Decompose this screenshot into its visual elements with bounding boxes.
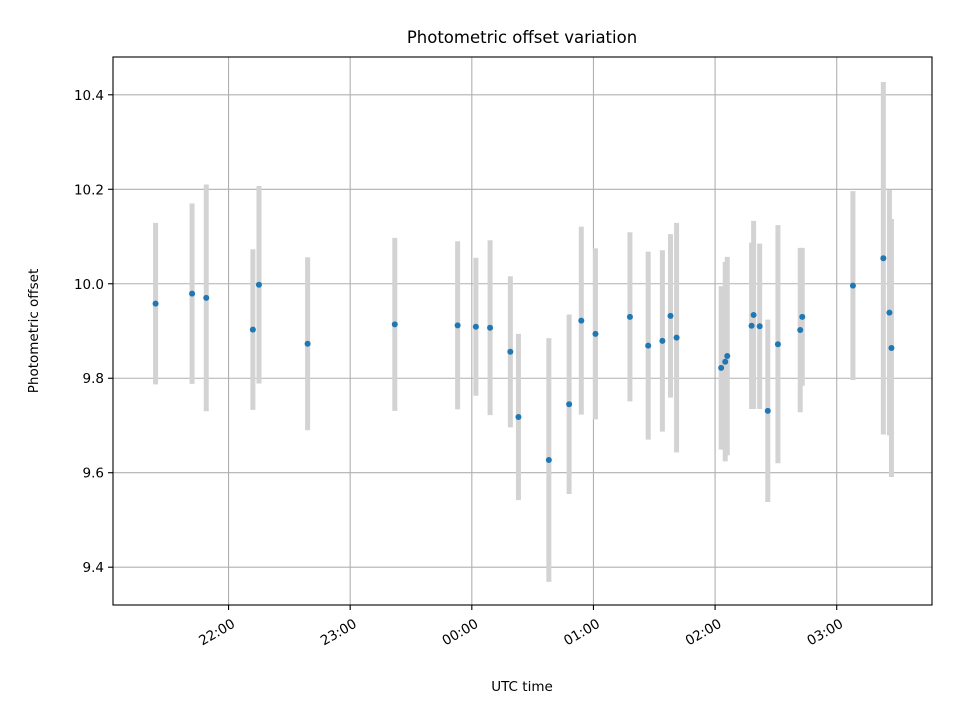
data-point [249, 326, 256, 333]
data-point [799, 313, 806, 320]
data-point [774, 341, 781, 348]
data-point [849, 282, 856, 289]
data-point [797, 327, 804, 334]
data-point [659, 337, 666, 344]
data-point [507, 348, 514, 355]
y-tick-label: 9.4 [83, 560, 104, 576]
y-tick-label: 9.6 [83, 466, 104, 482]
y-tick-label: 10.0 [74, 277, 104, 293]
data-point [203, 294, 210, 301]
data-point [764, 407, 771, 414]
data-point [487, 324, 494, 331]
y-tick-label: 9.8 [83, 371, 104, 387]
data-point [304, 340, 311, 347]
plot-frame [112, 56, 933, 606]
data-point [189, 290, 196, 297]
data-point [722, 358, 729, 365]
y-axis-label: Photometric offset [26, 269, 42, 393]
data-point [888, 345, 895, 352]
data-point [667, 312, 674, 319]
data-point [756, 323, 763, 330]
data-point [880, 255, 887, 262]
data-point [391, 321, 398, 328]
data-point [454, 322, 461, 329]
data-point [886, 309, 893, 316]
data-point [515, 413, 522, 420]
data-point [545, 456, 552, 463]
x-axis-label: UTC time [491, 679, 553, 695]
data-point [626, 313, 633, 320]
chart-title: Photometric offset variation [407, 28, 637, 47]
data-point [718, 364, 725, 371]
data-point [724, 353, 731, 360]
data-point [645, 342, 652, 349]
data-point [566, 401, 573, 408]
data-point [750, 311, 757, 318]
data-point [748, 322, 755, 329]
data-point [472, 323, 479, 330]
data-point [578, 317, 585, 324]
y-tick-label: 10.2 [74, 182, 104, 198]
data-point [152, 300, 159, 307]
grid [113, 57, 932, 605]
y-tick-label: 10.4 [74, 88, 104, 104]
data-points [152, 255, 895, 463]
data-point [592, 330, 599, 337]
data-point [673, 334, 680, 341]
data-point [255, 281, 262, 288]
